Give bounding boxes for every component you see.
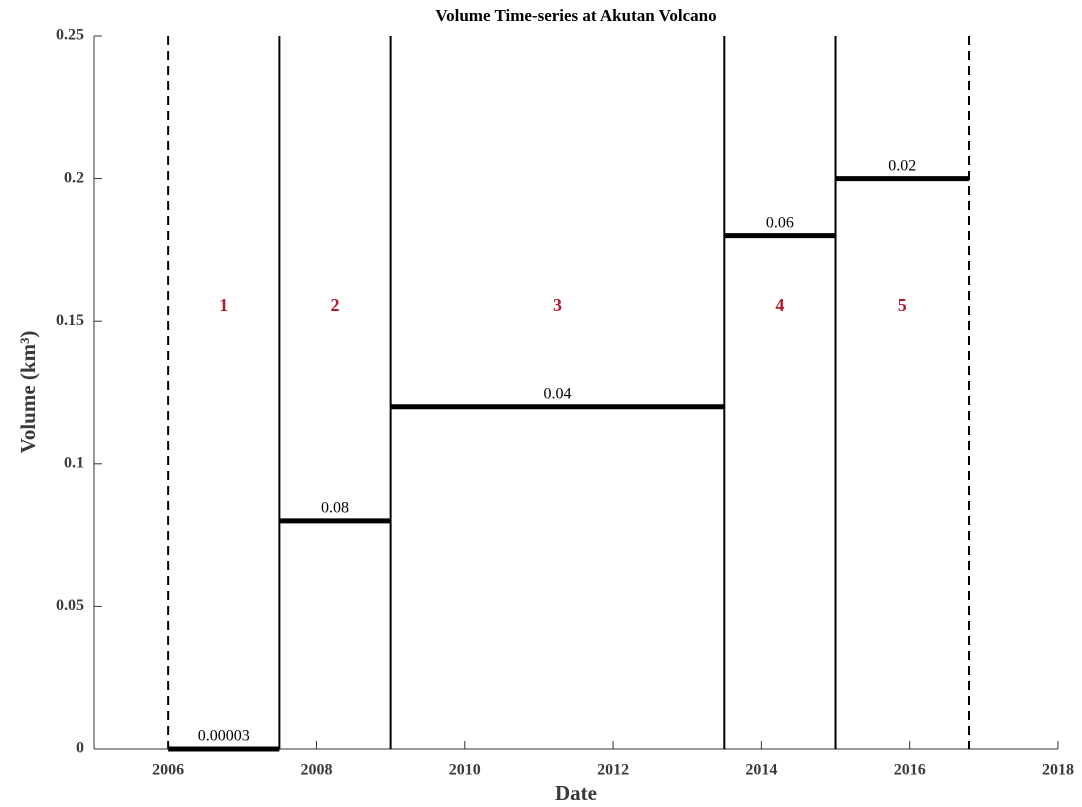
chart-title: Volume Time-series at Akutan Volcano [435,6,716,25]
x-tick-label: 2016 [894,762,926,779]
x-tick-label: 2014 [745,762,777,779]
period-label: 2 [331,295,340,315]
y-tick-label: 0 [76,740,84,757]
period-label: 4 [775,295,784,315]
step-annotation: 0.08 [321,500,349,517]
period-label: 3 [553,295,562,315]
y-tick-label: 0.15 [56,312,84,329]
y-axis-label: Volume (km³) [16,331,40,454]
y-tick-label: 0.1 [64,454,84,471]
x-tick-label: 2018 [1042,762,1074,779]
x-tick-label: 2010 [449,762,481,779]
step-annotation: 0.02 [888,157,916,174]
x-tick-label: 2012 [597,762,629,779]
y-tick-label: 0.2 [64,169,84,186]
period-label: 5 [898,295,907,315]
y-tick-label: 0.05 [56,597,84,614]
y-tick-label: 0.25 [56,27,84,44]
step-annotation: 0.06 [766,214,794,231]
x-tick-label: 2008 [300,762,332,779]
x-tick-label: 2006 [152,762,184,779]
step-annotation: 0.04 [543,385,571,402]
period-label: 1 [219,295,228,315]
x-axis-label: Date [555,781,597,805]
step-annotation: 0.00003 [198,728,250,745]
